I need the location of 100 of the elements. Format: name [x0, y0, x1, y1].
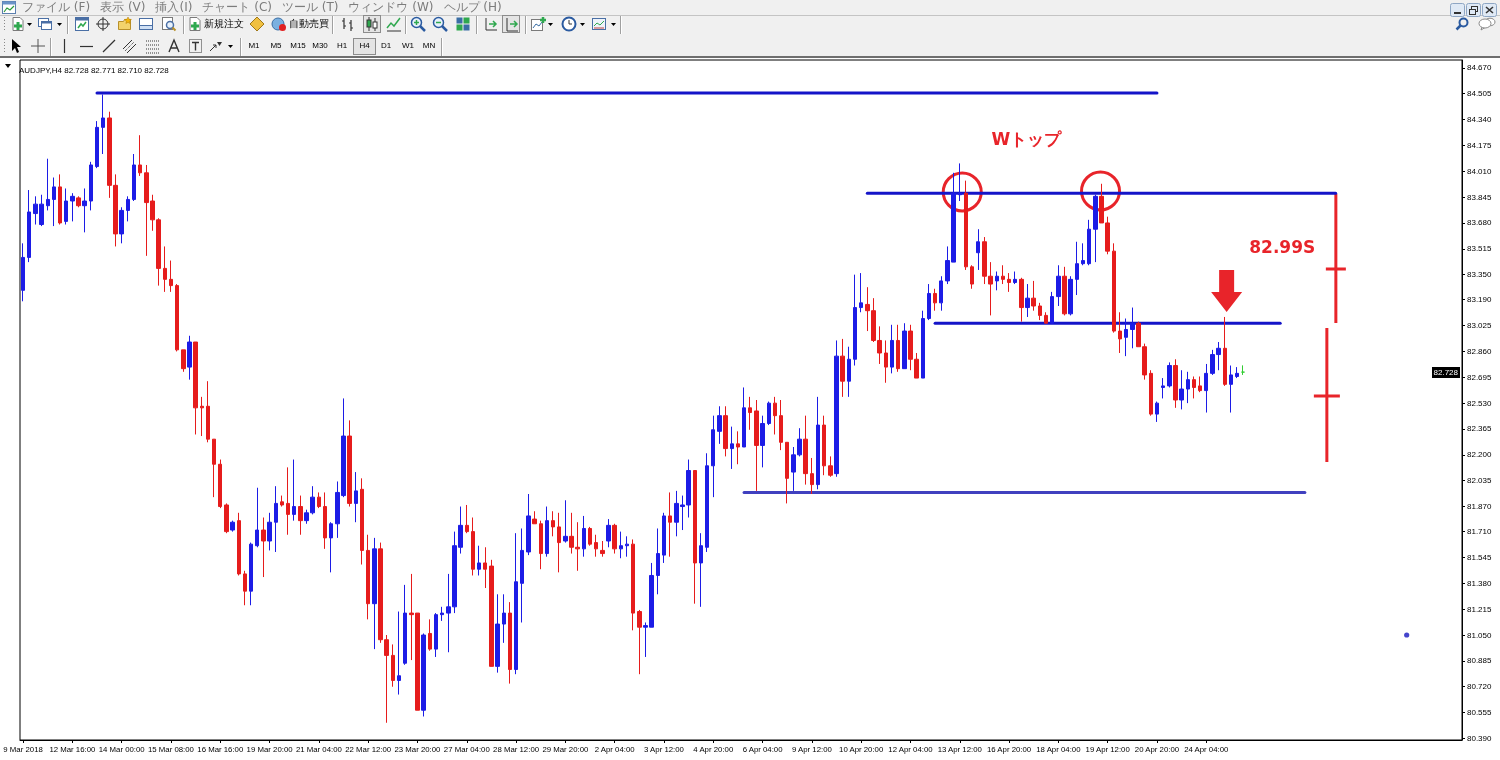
candlestick	[138, 134, 142, 177]
candlestick	[267, 512, 272, 551]
y-tick-label: 82.695	[1467, 372, 1493, 382]
y-tick-label: 83.350	[1467, 270, 1493, 280]
candlestick	[440, 606, 444, 622]
candlestick	[1019, 277, 1024, 323]
candlestick	[218, 459, 222, 509]
candlestick	[1062, 266, 1067, 316]
candlestick	[1161, 377, 1165, 399]
candlestick	[563, 499, 568, 544]
candlestick	[896, 324, 900, 373]
y-tick-label: 83.845	[1467, 192, 1493, 202]
candlestick	[1087, 219, 1091, 266]
y-tick-label: 84.505	[1467, 89, 1493, 99]
text: D1	[380, 40, 392, 52]
y-tick-label: 82.530	[1467, 398, 1493, 408]
candlestick	[286, 466, 290, 536]
candlestick	[921, 310, 925, 379]
y-tick-label: 82.860	[1467, 346, 1493, 356]
candlestick	[224, 502, 229, 534]
candlestick	[594, 534, 598, 558]
text: H1	[336, 40, 348, 52]
candlestick	[736, 430, 740, 465]
candlestick	[545, 506, 549, 558]
candlestick	[163, 245, 167, 293]
candlestick	[779, 399, 783, 451]
y-tick-label: 84.340	[1467, 115, 1493, 125]
candlestick	[526, 493, 531, 556]
candlestick	[1093, 194, 1098, 263]
candlestick	[187, 335, 192, 381]
candlestick	[502, 593, 506, 644]
candlestick	[656, 527, 660, 595]
y-tick-label: 80.390	[1467, 733, 1493, 743]
candlestick	[70, 192, 75, 222]
candlestick	[557, 512, 561, 573]
candlestick	[1118, 311, 1122, 354]
candlestick	[730, 426, 734, 470]
candlestick	[82, 187, 87, 233]
candlestick	[1112, 242, 1116, 334]
candlestick	[1223, 316, 1227, 387]
text: 挿入(I)	[155, 0, 193, 15]
y-tick-label: 84.010	[1467, 166, 1493, 176]
candlestick	[421, 632, 426, 717]
candlestick	[662, 512, 666, 564]
candlestick	[551, 510, 555, 537]
candlestick	[532, 510, 537, 525]
candlestick	[249, 542, 253, 606]
candlestick	[1025, 283, 1030, 318]
y-tick-label: 82.200	[1467, 450, 1493, 460]
text: チャート (C)	[202, 0, 272, 15]
candlestick	[1198, 376, 1202, 393]
y-tick-label: 82.365	[1467, 424, 1493, 434]
candlestick	[1149, 369, 1153, 417]
candlestick	[360, 477, 364, 566]
y-tick-label: 81.050	[1467, 630, 1493, 640]
candlestick	[539, 520, 543, 570]
y-tick-label: 83.515	[1467, 244, 1493, 254]
annotation: 82.728	[1431, 366, 1460, 378]
candlestick	[828, 455, 833, 478]
text: M30	[312, 40, 328, 52]
candlestick	[859, 272, 863, 313]
y-tick-label: 80.555	[1467, 708, 1493, 718]
candlestick	[1081, 242, 1085, 266]
candlestick	[927, 283, 931, 321]
candlestick	[1173, 358, 1178, 409]
candlestick	[1075, 241, 1079, 296]
candlestick	[508, 601, 512, 685]
candlestick	[1056, 264, 1061, 307]
candlestick	[582, 515, 586, 558]
candlestick	[773, 396, 777, 435]
candlestick	[489, 559, 494, 667]
candlestick	[372, 537, 377, 650]
text: ファイル (F)	[22, 0, 91, 15]
y-tick-label: 84.670	[1467, 63, 1493, 73]
candlestick	[748, 396, 752, 431]
y-tick-label: 81.380	[1467, 578, 1493, 588]
candlestick	[822, 415, 826, 476]
text: 表示 (V)	[100, 0, 146, 15]
candlestick	[477, 545, 481, 576]
y-tick-label: 82.035	[1467, 476, 1493, 486]
candlestick	[428, 618, 432, 652]
candlestick	[939, 275, 943, 312]
candlestick	[64, 187, 68, 226]
candlestick	[347, 419, 352, 508]
candlestick	[237, 512, 241, 576]
candlestick	[434, 612, 438, 658]
text: M15	[290, 40, 306, 52]
candlestick	[1068, 275, 1073, 316]
y-tick-label: 83.025	[1467, 321, 1493, 331]
candlestick	[323, 491, 327, 550]
text: ウィンドウ (W)	[348, 0, 434, 15]
text: H4	[359, 40, 370, 52]
y-tick-label: 80.720	[1467, 682, 1493, 692]
candlestick	[354, 471, 358, 523]
candlestick	[976, 228, 980, 271]
candlestick	[280, 495, 284, 508]
candlestick	[742, 386, 746, 448]
candlestick	[1235, 366, 1239, 379]
candlestick	[274, 485, 278, 553]
candlestick	[181, 349, 186, 373]
